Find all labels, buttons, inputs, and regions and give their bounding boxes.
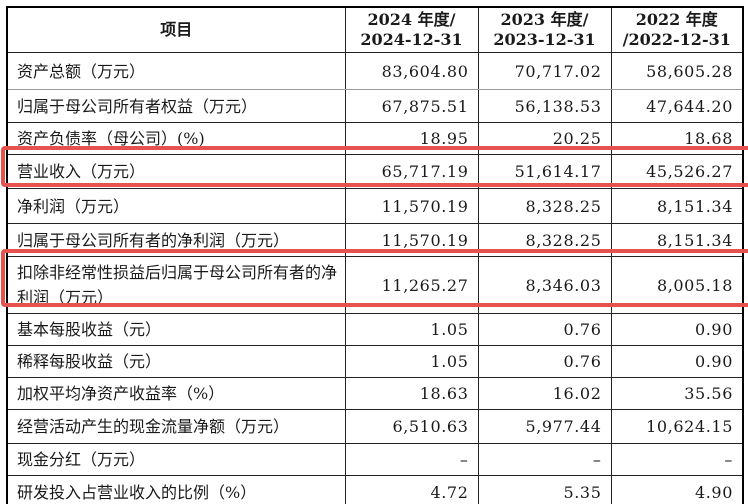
table-row-cash-dividend: 现金分红（万元） – – – (6, 443, 744, 476)
value-2022: 18.68 (610, 122, 744, 155)
column-header-2023: 2023 年度/ 2023-12-31 (477, 6, 612, 53)
value-2024: 18.63 (344, 377, 479, 410)
value-2024: – (344, 443, 479, 476)
value-2023: 70,717.02 (477, 52, 612, 90)
value-2024: 4.72 (344, 475, 479, 504)
row-label: 基本每股收益（元） (6, 313, 346, 346)
table-row-basic-eps: 基本每股收益（元） 1.05 0.76 0.90 (6, 313, 744, 346)
value-2022: 45,526.27 (610, 154, 744, 189)
value-2022: – (610, 443, 744, 476)
value-2022: 8,151.34 (610, 223, 744, 257)
column-header-item-label: 项目 (160, 20, 193, 39)
row-label: 研发投入占营业收入的比例（%） (6, 475, 346, 504)
table-row-net-profit: 净利润（万元） 11,570.19 8,328.25 8,151.34 (6, 188, 744, 224)
value-2023: – (477, 443, 612, 476)
value-2023: 51,614.17 (477, 154, 612, 189)
value-2024: 18.95 (344, 122, 479, 155)
value-2023: 8,328.25 (477, 188, 612, 224)
financial-summary-table: 项目 2024 年度/ 2024-12-31 2023 年度/ 2023-12-… (6, 6, 744, 504)
table-row-parent-net-profit: 归属于母公司所有者的净利润（万元） 11,570.19 8,328.25 8,1… (6, 223, 744, 257)
column-header-2024-line1: 2024 年度/ (367, 10, 456, 29)
table-row-operating-cash-flow: 经营活动产生的现金流量净额（万元） 6,510.63 5,977.44 10,6… (6, 409, 744, 444)
value-2023: 8,346.03 (477, 256, 612, 314)
value-2024: 6,510.63 (344, 409, 479, 444)
column-header-2024: 2024 年度/ 2024-12-31 (344, 6, 479, 53)
value-2024: 1.05 (344, 345, 479, 378)
row-label: 经营活动产生的现金流量净额（万元） (6, 409, 346, 444)
value-2022: 8,151.34 (610, 188, 744, 224)
value-2024: 83,604.80 (344, 52, 479, 90)
row-label: 扣除非经常性损益后归属于母公司所有者的净利润（万元） (6, 256, 346, 314)
table-row-total-assets: 资产总额（万元） 83,604.80 70,717.02 58,605.28 (6, 52, 744, 90)
table-row-rd-ratio: 研发投入占营业收入的比例（%） 4.72 5.35 4.90 (6, 475, 744, 504)
table-row-diluted-eps: 稀释每股收益（元） 1.05 0.76 0.90 (6, 345, 744, 378)
value-2023: 5,977.44 (477, 409, 612, 444)
value-2022: 0.90 (610, 345, 744, 378)
row-label: 资产负债率（母公司）(%) (6, 122, 346, 155)
column-header-2022-line1: 2022 年度 (635, 10, 718, 29)
row-label: 现金分红（万元） (6, 443, 346, 476)
value-2022: 58,605.28 (610, 52, 744, 90)
value-2024: 65,717.19 (344, 154, 479, 189)
column-header-2022-line2: /2022-12-31 (622, 30, 731, 49)
value-2023: 0.76 (477, 345, 612, 378)
row-label: 营业收入（万元） (6, 154, 346, 189)
column-header-2023-line2: 2023-12-31 (493, 30, 596, 49)
value-2024: 11,265.27 (344, 256, 479, 314)
row-label: 加权平均净资产收益率（%） (6, 377, 346, 410)
value-2023: 16.02 (477, 377, 612, 410)
row-label: 稀释每股收益（元） (6, 345, 346, 378)
value-2022: 8,005.18 (610, 256, 744, 314)
value-2022: 0.90 (610, 313, 744, 346)
column-header-item: 项目 (6, 6, 346, 53)
value-2023: 20.25 (477, 122, 612, 155)
table-row-deducted-net-profit: 扣除非经常性损益后归属于母公司所有者的净利润（万元） 11,265.27 8,3… (6, 256, 744, 314)
table-row-parent-equity: 归属于母公司所有者权益（万元） 67,875.51 56,138.53 47,6… (6, 89, 744, 123)
value-2023: 8,328.25 (477, 223, 612, 257)
value-2022: 10,624.15 (610, 409, 744, 444)
table-row-debt-ratio: 资产负债率（母公司）(%) 18.95 20.25 18.68 (6, 122, 744, 155)
column-header-2024-line2: 2024-12-31 (360, 30, 463, 49)
value-2023: 0.76 (477, 313, 612, 346)
value-2022: 35.56 (610, 377, 744, 410)
table-header-row: 项目 2024 年度/ 2024-12-31 2023 年度/ 2023-12-… (6, 6, 744, 53)
value-2024: 1.05 (344, 313, 479, 346)
table-row-weighted-roe: 加权平均净资产收益率（%） 18.63 16.02 35.56 (6, 377, 744, 410)
table-row-revenue: 营业收入（万元） 65,717.19 51,614.17 45,526.27 (6, 154, 744, 189)
value-2022: 47,644.20 (610, 89, 744, 123)
value-2024: 67,875.51 (344, 89, 479, 123)
row-label: 资产总额（万元） (6, 52, 346, 90)
column-header-2022: 2022 年度 /2022-12-31 (610, 6, 744, 53)
row-label: 归属于母公司所有者权益（万元） (6, 89, 346, 123)
value-2022: 4.90 (610, 475, 744, 504)
value-2023: 56,138.53 (477, 89, 612, 123)
value-2024: 11,570.19 (344, 223, 479, 257)
value-2023: 5.35 (477, 475, 612, 504)
row-label: 净利润（万元） (6, 188, 346, 224)
column-header-2023-line1: 2023 年度/ (500, 10, 589, 29)
row-label: 归属于母公司所有者的净利润（万元） (6, 223, 346, 257)
value-2024: 11,570.19 (344, 188, 479, 224)
